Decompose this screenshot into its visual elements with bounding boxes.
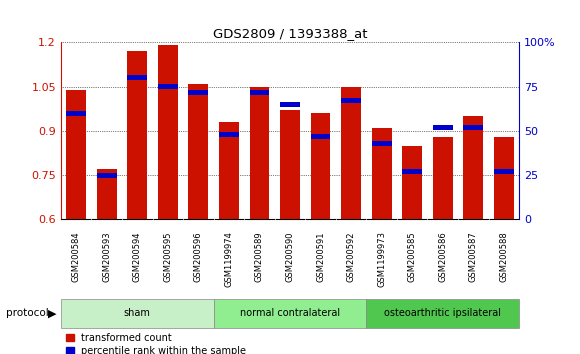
Text: GSM1199974: GSM1199974: [224, 231, 233, 287]
Bar: [66, 90, 86, 219]
Bar: [280, 110, 300, 219]
Bar: [372, 141, 392, 146]
Text: GSM200589: GSM200589: [255, 231, 264, 282]
Text: osteoarthritic ipsilateral: osteoarthritic ipsilateral: [384, 308, 501, 318]
Bar: [494, 137, 514, 219]
Text: sham: sham: [124, 308, 151, 318]
Text: GSM200593: GSM200593: [102, 231, 111, 282]
Bar: [188, 90, 208, 95]
Text: GSM200591: GSM200591: [316, 231, 325, 282]
Text: GSM200588: GSM200588: [499, 231, 508, 282]
Bar: [341, 98, 361, 103]
Bar: [158, 45, 177, 219]
Text: GSM200586: GSM200586: [438, 231, 447, 282]
Bar: [341, 87, 361, 219]
Text: GSM200594: GSM200594: [133, 231, 142, 282]
Bar: [463, 116, 483, 219]
Text: GSM200590: GSM200590: [285, 231, 295, 282]
Bar: [311, 113, 331, 219]
Bar: [61, 299, 213, 328]
Bar: [128, 75, 147, 80]
Bar: [219, 122, 239, 219]
Bar: [188, 84, 208, 219]
Bar: [158, 84, 177, 89]
Text: GSM200592: GSM200592: [347, 231, 356, 282]
Bar: [494, 169, 514, 174]
Bar: [249, 87, 269, 219]
Bar: [367, 299, 519, 328]
Bar: [372, 128, 392, 219]
Bar: [433, 125, 452, 130]
Bar: [128, 51, 147, 219]
Title: GDS2809 / 1393388_at: GDS2809 / 1393388_at: [213, 27, 367, 40]
Bar: [213, 299, 367, 328]
Bar: [433, 137, 452, 219]
Bar: [403, 169, 422, 174]
Bar: [219, 132, 239, 137]
Text: normal contralateral: normal contralateral: [240, 308, 340, 318]
Legend: transformed count, percentile rank within the sample: transformed count, percentile rank withi…: [66, 333, 246, 354]
Text: GSM200595: GSM200595: [164, 231, 172, 282]
Bar: [311, 134, 331, 139]
Bar: [66, 111, 86, 116]
Text: GSM1199973: GSM1199973: [377, 231, 386, 287]
Text: GSM200585: GSM200585: [408, 231, 416, 282]
Text: GSM200584: GSM200584: [72, 231, 81, 282]
Bar: [463, 125, 483, 130]
Bar: [249, 90, 269, 95]
Bar: [403, 146, 422, 219]
Text: GSM200587: GSM200587: [469, 231, 478, 282]
Bar: [97, 173, 117, 178]
Text: ▶: ▶: [48, 308, 56, 318]
Bar: [97, 169, 117, 219]
Text: GSM200596: GSM200596: [194, 231, 203, 282]
Bar: [280, 102, 300, 107]
Text: protocol: protocol: [6, 308, 49, 318]
